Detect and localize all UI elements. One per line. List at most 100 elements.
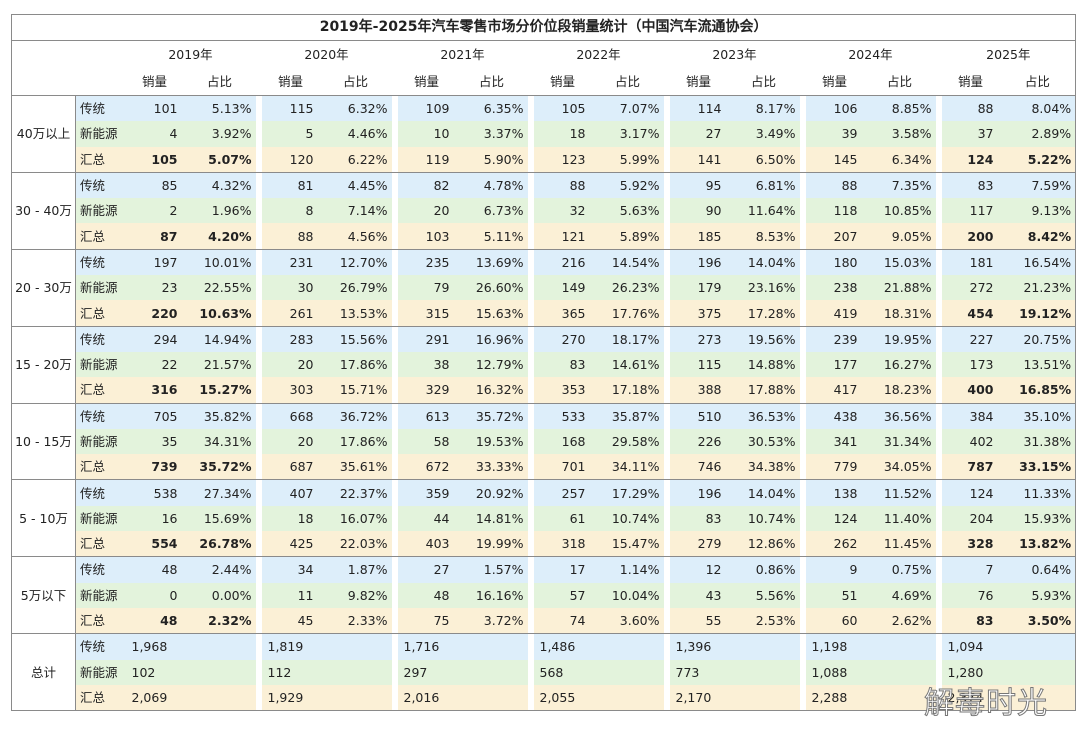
column-gap [255, 172, 262, 199]
sales-value: 417 [805, 377, 864, 404]
column-gap [391, 172, 398, 199]
sales-value: 27 [669, 121, 728, 147]
column-gap [391, 95, 398, 122]
share-header: 占比 [591, 68, 664, 96]
subheader-row: 销量 占比 销量 占比 销量 占比 销量 占比 销量 占比 销量 占比 销量 占比 [11, 68, 1077, 96]
share-value: 17.29% [591, 479, 664, 506]
share-value: 33.33% [455, 454, 528, 481]
share-value: 16.27% [863, 351, 936, 378]
share-value: 29.58% [591, 428, 664, 455]
column-gap [255, 249, 262, 276]
sales-value: 261 [261, 300, 320, 327]
column-gap [527, 403, 534, 429]
column-gap [255, 198, 262, 224]
column-gap [799, 40, 806, 68]
table-row: 新能源 35 34.31% 20 17.86% 58 19.53% 168 29.58% 226 3… [12, 428, 1077, 455]
sales-value: 303 [261, 377, 320, 404]
sales-value: 120 [261, 146, 320, 173]
sales-value: 257 [533, 479, 592, 506]
price-band-label: 15 - 20万 [11, 326, 76, 404]
row-type-label: 传统 [75, 556, 126, 583]
row-type-label: 汇总 [75, 146, 126, 173]
sales-value: 231 [261, 249, 320, 276]
column-gap [255, 275, 262, 301]
sales-value: 454 [941, 300, 1000, 327]
sales-header: 销量 [669, 68, 728, 96]
column-gap [255, 95, 262, 122]
column-gap [663, 428, 670, 455]
column-gap [527, 40, 534, 68]
column-gap [799, 95, 806, 122]
year-header: 2025年 [941, 40, 1077, 68]
column-gap [255, 607, 262, 635]
sales-value: 76 [941, 582, 1000, 608]
share-value: 10.74% [727, 505, 800, 532]
sales-header: 销量 [941, 68, 1000, 96]
share-value: 0.75% [863, 556, 936, 583]
column-gap [799, 300, 806, 327]
share-value: 20.92% [455, 479, 528, 506]
column-gap [527, 531, 534, 558]
sales-value: 149 [533, 275, 592, 301]
column-gap [799, 198, 806, 224]
column-gap [391, 684, 398, 712]
sales-value: 425 [261, 531, 320, 558]
share-value: 4.78% [455, 172, 528, 199]
sales-value: 180 [805, 249, 864, 276]
sales-value: 1,716 [397, 633, 456, 660]
row-type-label: 汇总 [75, 607, 126, 635]
sales-value: 168 [533, 428, 592, 455]
sales-value: 117 [941, 198, 1000, 224]
sales-value: 687 [261, 454, 320, 481]
sales-value: 533 [533, 403, 592, 429]
share-value: 22.37% [319, 479, 392, 506]
column-gap [799, 505, 806, 532]
sales-value: 329 [397, 377, 456, 404]
column-gap [663, 249, 670, 276]
sales-value: 2,055 [533, 684, 592, 712]
sales-value: 1,819 [261, 633, 320, 660]
share-value: 19.53% [455, 428, 528, 455]
share-value: 16.32% [455, 377, 528, 404]
sales-value: 101 [125, 95, 184, 122]
price-band-label: 30 - 40万 [11, 172, 76, 250]
table-row: 15 - 20万 传统 294 14.94% 283 15.56% 291 16.96% 270… [11, 326, 1077, 404]
share-value: 26.79% [319, 275, 392, 301]
sales-value: 88 [805, 172, 864, 199]
share-value: 8.85% [863, 95, 936, 122]
column-gap [935, 172, 942, 199]
share-value: 17.88% [727, 377, 800, 404]
sales-value: 88 [533, 172, 592, 199]
sales-value: 22 [125, 351, 184, 378]
sales-value: 384 [941, 403, 1000, 429]
share-value: 8.42% [999, 223, 1077, 250]
share-value: 16.07% [319, 505, 392, 532]
column-gap [799, 684, 806, 712]
sales-value: 779 [805, 454, 864, 481]
sales-header: 销量 [805, 68, 864, 96]
share-value: 7.07% [591, 95, 664, 122]
share-value: 35.61% [319, 454, 392, 481]
share-value [591, 659, 664, 685]
column-gap [255, 454, 262, 481]
share-value: 10.04% [591, 582, 664, 608]
column-gap [527, 633, 534, 660]
sales-value: 55 [669, 607, 728, 635]
share-value: 6.22% [319, 146, 392, 173]
sales-value: 419 [805, 300, 864, 327]
share-value: 2.53% [727, 607, 800, 635]
sales-value: 510 [669, 403, 728, 429]
row-type-label: 汇总 [75, 300, 126, 327]
sales-value: 294 [125, 326, 184, 352]
sales-value: 83 [533, 351, 592, 378]
share-value: 17.76% [591, 300, 664, 327]
share-value: 7.35% [863, 172, 936, 199]
sales-value: 407 [261, 479, 320, 506]
column-gap [663, 40, 670, 68]
sales-value: 668 [261, 403, 320, 429]
share-value: 2.44% [183, 556, 256, 583]
column-gap [391, 326, 398, 352]
sales-value: 85 [125, 172, 184, 199]
sales-table-container: 2019年-2025年汽车零售市场分价位段销量统计（中国汽车流通协会） 2019年… [10, 14, 1077, 712]
sales-value: 1,396 [669, 633, 728, 660]
